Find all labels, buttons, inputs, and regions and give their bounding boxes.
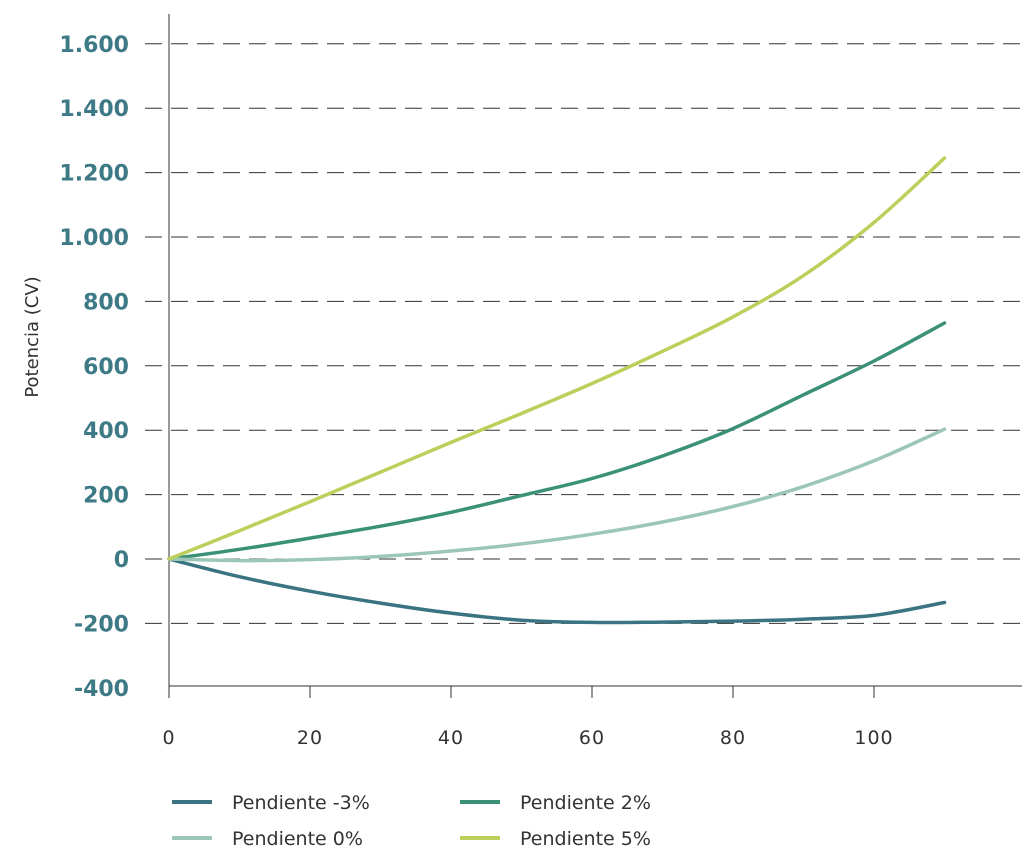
series-line-2 — [167, 321, 947, 561]
legend: Pendiente -3% Pendiente 2% Pendiente 0% Pen… — [172, 792, 651, 850]
series-lines — [167, 156, 947, 625]
y-tick-labels: -400 -200 0 200 400 600 800 1.000 1.200 1.400 1.60… — [59, 33, 129, 702]
y-tick-label: 0 — [114, 548, 129, 573]
y-tick-label: 200 — [83, 484, 129, 509]
y-axis-label: Potencia (CV) — [22, 276, 43, 397]
legend-label: Pendiente 5% — [520, 828, 651, 850]
y-tick-label: 1.600 — [59, 33, 129, 58]
y-tick-label: -200 — [74, 612, 129, 637]
x-tick-label: 60 — [579, 727, 605, 749]
series-line-1 — [167, 557, 947, 625]
y-tick-label: 800 — [83, 290, 129, 315]
axes — [168, 14, 1022, 698]
x-tick-label: 80 — [720, 727, 746, 749]
series-line-4 — [167, 156, 947, 561]
gridlines — [145, 43, 1022, 624]
x-tick-labels: 0 20 40 60 80 100 — [162, 727, 893, 749]
legend-label: Pendiente 2% — [520, 792, 651, 814]
x-tick-label: 100 — [854, 727, 893, 749]
y-tick-label: 600 — [83, 355, 129, 380]
x-tick-label: 20 — [297, 727, 323, 749]
y-tick-label: 1.400 — [59, 97, 129, 122]
y-tick-label: -400 — [74, 677, 129, 702]
y-tick-label: 1.200 — [59, 162, 129, 187]
legend-label: Pendiente 0% — [232, 828, 363, 850]
y-tick-label: 400 — [83, 419, 129, 444]
x-tick-label: 0 — [162, 727, 175, 749]
y-tick-label: 1.000 — [59, 226, 129, 251]
series-line-3 — [167, 427, 947, 563]
legend-label: Pendiente -3% — [232, 792, 370, 814]
x-tick-label: 40 — [438, 727, 464, 749]
